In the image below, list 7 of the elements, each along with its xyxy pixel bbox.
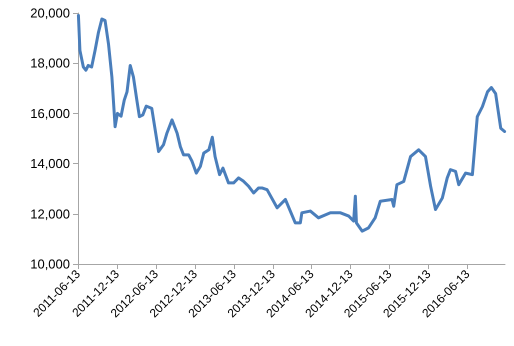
line-series <box>76 14 506 233</box>
y-tick-label: 14,000 <box>30 156 70 172</box>
y-tick-label: 10,000 <box>30 256 70 272</box>
y-tick-label: 18,000 <box>30 56 70 71</box>
y-tick-label: 12,000 <box>30 206 70 222</box>
y-tick-label: 20,000 <box>30 6 70 20</box>
y-tick-label: 16,000 <box>30 106 70 121</box>
